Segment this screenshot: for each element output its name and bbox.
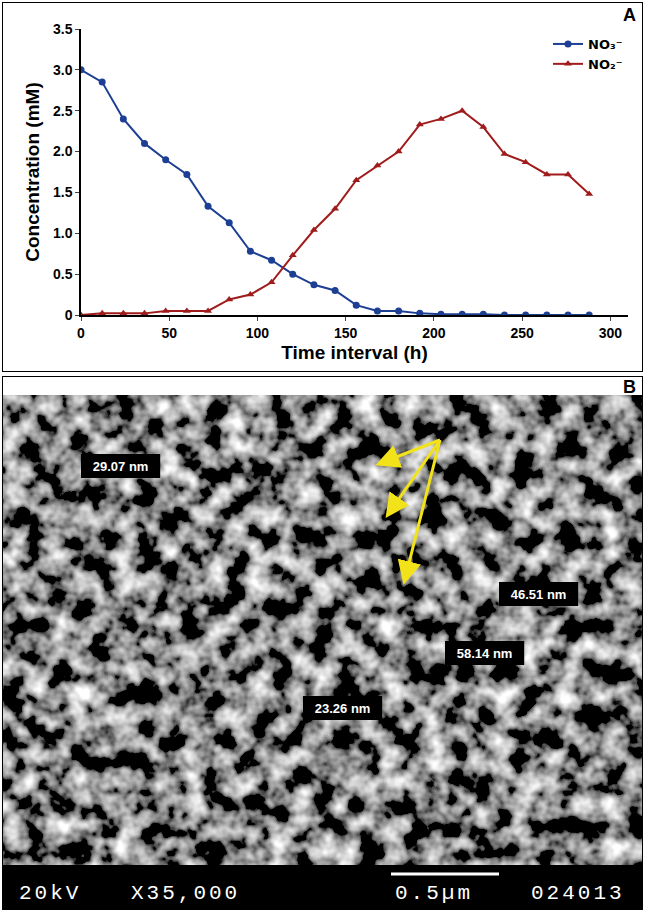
svg-text:1.0: 1.0 — [53, 225, 73, 241]
svg-text:58.14 nm: 58.14 nm — [457, 646, 513, 661]
svg-text:0: 0 — [77, 325, 85, 341]
svg-text:Time interval (h): Time interval (h) — [281, 342, 427, 363]
html-text:B: B — [623, 377, 636, 397]
svg-text:1.5: 1.5 — [53, 184, 73, 200]
svg-text:X35,000: X35,000 — [131, 882, 240, 905]
svg-text:NO₂⁻: NO₂⁻ — [588, 57, 623, 72]
html-text:A: A — [623, 5, 636, 25]
svg-text:250: 250 — [510, 325, 534, 341]
svg-text:100: 100 — [246, 325, 270, 341]
svg-text:0: 0 — [65, 307, 73, 323]
svg-text:NO₃⁻: NO₃⁻ — [588, 37, 623, 52]
svg-text:300: 300 — [599, 325, 623, 341]
svg-text:3.0: 3.0 — [53, 62, 73, 78]
svg-text:2.5: 2.5 — [53, 103, 73, 119]
svg-text:Concentration (mM): Concentration (mM) — [22, 82, 43, 261]
svg-text:200: 200 — [422, 325, 446, 341]
svg-text:0.5: 0.5 — [53, 266, 73, 282]
svg-text:46.51 nm: 46.51 nm — [511, 587, 567, 602]
svg-text:20kV: 20kV — [19, 882, 81, 905]
svg-text:150: 150 — [334, 325, 358, 341]
svg-text:50: 50 — [161, 325, 177, 341]
svg-text:3.5: 3.5 — [53, 21, 73, 37]
svg-text:0.5µm: 0.5µm — [395, 882, 473, 905]
svg-text:23.26 nm: 23.26 nm — [315, 701, 371, 716]
svg-text:024013: 024013 — [531, 882, 625, 905]
svg-text:29.07 nm: 29.07 nm — [93, 459, 149, 474]
svg-text:2.0: 2.0 — [53, 143, 73, 159]
